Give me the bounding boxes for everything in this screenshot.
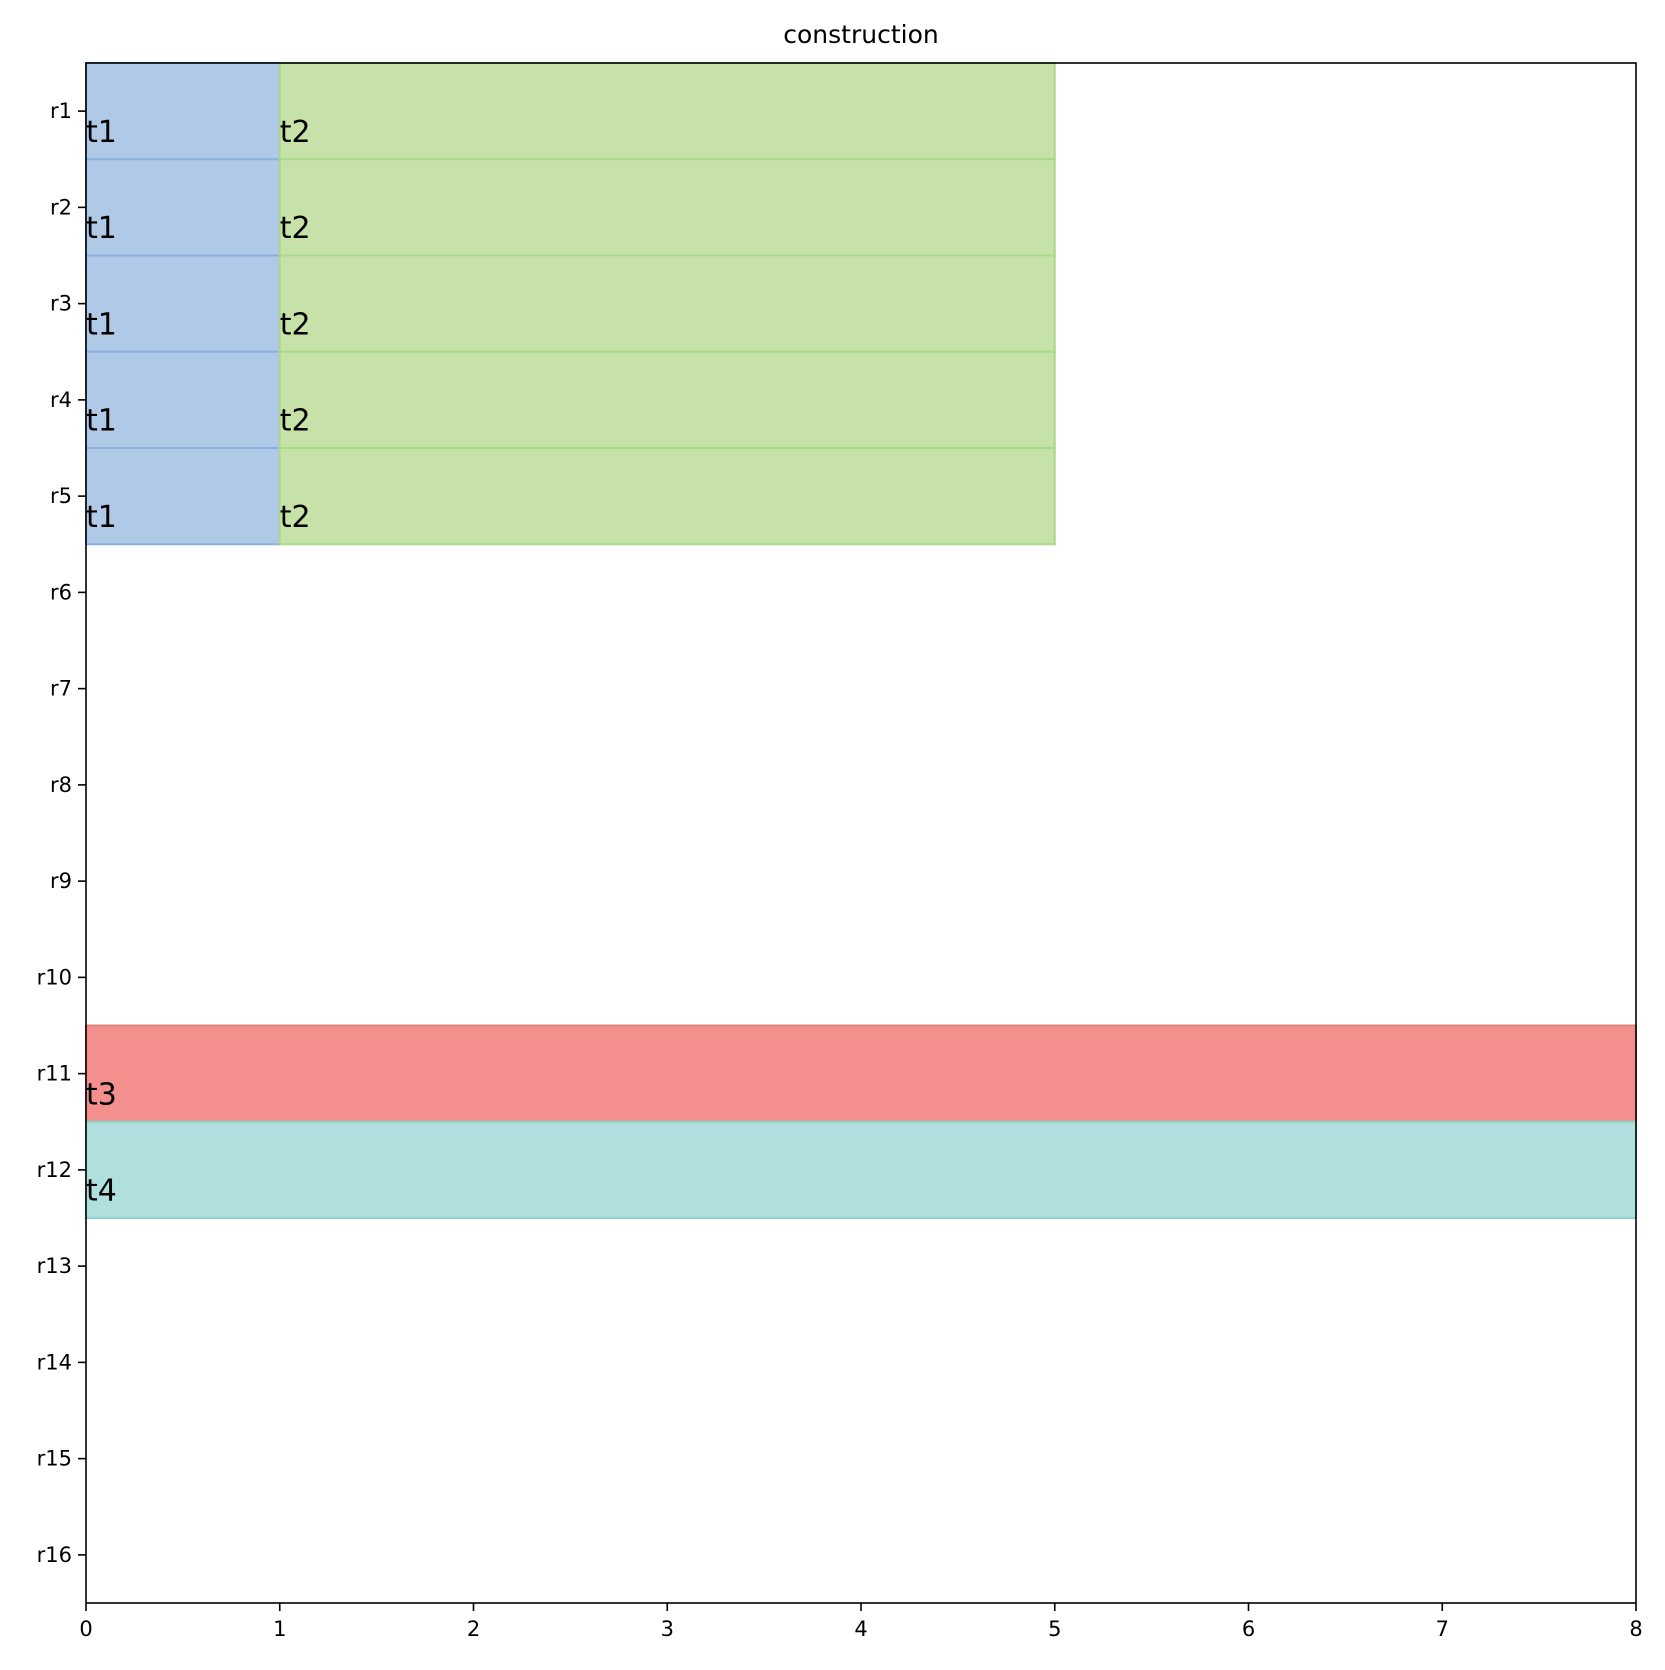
y-tick-label-r10: r10 bbox=[37, 965, 72, 989]
x-axis: 0 1 2 3 4 5 6 7 8 bbox=[79, 1603, 1643, 1641]
x-tick-label-6: 6 bbox=[1242, 1617, 1255, 1641]
x-tick-label-3: 3 bbox=[661, 1617, 674, 1641]
bar-t2-r5 bbox=[278, 447, 1056, 546]
bar-label-t2-r4: t2 bbox=[280, 404, 311, 439]
y-tick-label-r2: r2 bbox=[50, 195, 72, 219]
bar-t1-r5 bbox=[85, 447, 281, 546]
x-tick-label-2: 2 bbox=[467, 1617, 480, 1641]
bar-t1-r2 bbox=[85, 158, 281, 257]
bar-t2-r4 bbox=[278, 350, 1056, 449]
bar-label-t2-r5: t2 bbox=[280, 500, 311, 535]
bar-label-t1-r5: t1 bbox=[86, 500, 117, 535]
y-tick-label-r6: r6 bbox=[50, 580, 72, 604]
bar-label-t1-r1: t1 bbox=[86, 115, 117, 150]
y-tick-label-r13: r13 bbox=[37, 1254, 72, 1278]
bar-label-t2-r3: t2 bbox=[280, 307, 311, 342]
y-tick-label-r3: r3 bbox=[50, 292, 72, 316]
bar-label-t2-r2: t2 bbox=[280, 211, 311, 246]
bar-label-t2-r1: t2 bbox=[280, 115, 311, 150]
y-tick-label-r15: r15 bbox=[37, 1447, 72, 1471]
bar-t2-r2 bbox=[278, 158, 1056, 257]
bar-label-t3-r11: t3 bbox=[86, 1077, 117, 1112]
x-tick-label-4: 4 bbox=[854, 1617, 867, 1641]
x-tick-label-1: 1 bbox=[273, 1617, 286, 1641]
y-tick-label-r12: r12 bbox=[37, 1158, 72, 1182]
y-tick-label-r8: r8 bbox=[50, 773, 72, 797]
bar-t2-r3 bbox=[278, 254, 1056, 353]
y-tick-label-r7: r7 bbox=[50, 677, 72, 701]
bar-t1-r3 bbox=[85, 254, 281, 353]
chart-title: construction bbox=[783, 20, 938, 49]
y-tick-label-r1: r1 bbox=[50, 99, 72, 123]
x-tick-label-5: 5 bbox=[1048, 1617, 1061, 1641]
bar-t2-r1 bbox=[278, 62, 1056, 161]
x-tick-label-0: 0 bbox=[79, 1617, 92, 1641]
y-tick-label-r14: r14 bbox=[37, 1350, 72, 1374]
bars-layer bbox=[85, 62, 1637, 1219]
bar-label-t1-r2: t1 bbox=[86, 211, 117, 246]
y-axis: r1 r2 r3 r4 r5 r6 r7 r8 r9 r10 r11 r12 r13 r14 r15 r16 bbox=[37, 99, 86, 1567]
bar-labels-layer: t1 t1 t1 t1 t1 t2 t2 t2 t2 t2 t3 t4 bbox=[86, 115, 311, 1209]
bar-label-t4-r12: t4 bbox=[86, 1174, 117, 1209]
x-tick-label-8: 8 bbox=[1629, 1617, 1642, 1641]
y-tick-label-r4: r4 bbox=[50, 388, 72, 412]
bar-t1-r1 bbox=[85, 62, 281, 161]
bar-label-t1-r3: t1 bbox=[86, 307, 117, 342]
y-tick-label-r5: r5 bbox=[50, 484, 72, 508]
bar-label-t1-r4: t1 bbox=[86, 404, 117, 439]
y-tick-label-r11: r11 bbox=[37, 1062, 72, 1086]
y-tick-label-r9: r9 bbox=[50, 869, 72, 893]
bar-t4-r12 bbox=[85, 1120, 1637, 1219]
y-tick-label-r16: r16 bbox=[37, 1543, 72, 1567]
bar-t1-r4 bbox=[85, 350, 281, 449]
bar-t3-r11 bbox=[85, 1024, 1637, 1123]
x-tick-label-7: 7 bbox=[1436, 1617, 1449, 1641]
